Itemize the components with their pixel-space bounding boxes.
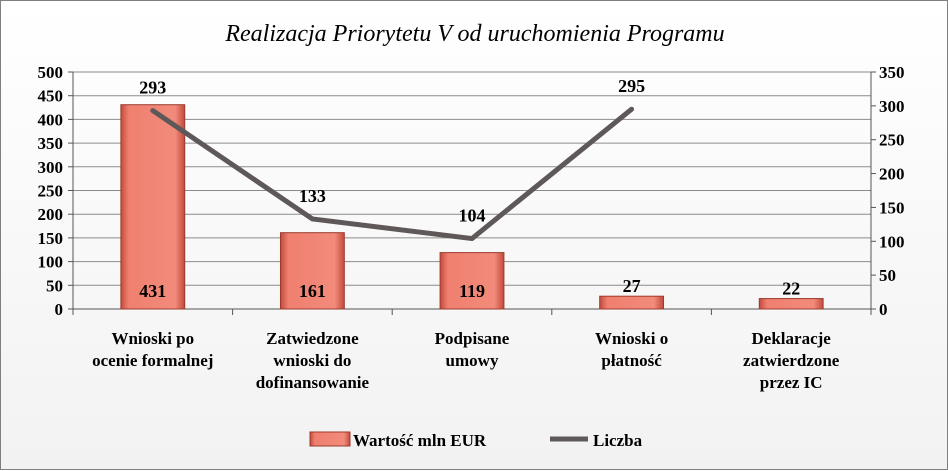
line-point xyxy=(629,107,634,112)
right-tick-label: 200 xyxy=(879,165,905,184)
category-label-line: Wnioski po xyxy=(111,329,194,348)
category-label-line: Deklaracje xyxy=(752,329,832,348)
left-tick-label: 50 xyxy=(46,276,63,295)
line-point xyxy=(310,216,315,221)
left-tick-label: 200 xyxy=(38,205,64,224)
bar-value-label: 27 xyxy=(623,276,641,296)
data-labels: 431 161 119 27 22 293 133 104 295 xyxy=(139,76,800,301)
left-tick-label: 0 xyxy=(55,300,64,319)
legend-swatch-bar xyxy=(309,431,351,447)
category-label-line: przez IC xyxy=(760,373,823,392)
left-tick-label: 150 xyxy=(38,229,64,248)
bar xyxy=(279,232,345,310)
axes: 0 50 100 150 200 250 300 350 400 450 500 0 50 100 150 2… xyxy=(38,63,905,319)
right-tick-label: 350 xyxy=(879,63,905,82)
category-label-line: Podpisane xyxy=(435,329,510,348)
left-tick-label: 300 xyxy=(38,158,64,177)
chart-title: Realizacja Priorytetu V od uruchomienia … xyxy=(224,21,724,47)
line-value-label: 133 xyxy=(299,186,326,206)
bar xyxy=(120,104,186,310)
bar xyxy=(599,295,665,310)
right-tick-label: 300 xyxy=(879,97,905,116)
category-label-line: płatność xyxy=(601,351,662,370)
left-tick-label: 350 xyxy=(38,134,64,153)
bar xyxy=(758,298,824,310)
right-tick-label: 50 xyxy=(879,266,896,285)
category-label: Wnioski o płatność xyxy=(595,329,668,370)
bar-series xyxy=(120,104,824,310)
category-label-line: dofinansowanie xyxy=(256,373,370,392)
line-value-label: 295 xyxy=(618,76,645,96)
category-label-line: umowy xyxy=(446,351,499,370)
category-label: Deklaracje zatwierdzone przez IC xyxy=(743,329,840,392)
grid xyxy=(73,71,871,286)
left-tick-label: 500 xyxy=(38,63,64,82)
category-label: Podpisane umowy xyxy=(435,329,510,370)
line-point xyxy=(150,108,155,113)
category-label: Wnioski po ocenie formalnej xyxy=(92,329,213,370)
bar-value-label: 431 xyxy=(139,281,166,301)
left-tick-label: 450 xyxy=(38,87,64,106)
legend-label-bar: Wartość mln EUR xyxy=(353,431,487,450)
category-label: Zatwiedzone wnioski do dofinansowanie xyxy=(256,329,370,392)
bar-value-label: 119 xyxy=(459,281,485,301)
category-label-line: ocenie formalnej xyxy=(92,351,213,370)
right-tick-label: 0 xyxy=(879,300,888,319)
category-label-line: wnioski do xyxy=(273,351,351,370)
legend-label-line: Liczba xyxy=(593,431,643,450)
line-value-label: 104 xyxy=(459,206,486,226)
legend: Wartość mln EUR Liczba xyxy=(309,431,643,450)
left-tick-label: 400 xyxy=(38,110,64,129)
left-tick-label: 100 xyxy=(38,253,64,272)
right-tick-label: 100 xyxy=(879,232,905,251)
right-tick-label: 150 xyxy=(879,198,905,217)
line-series xyxy=(150,106,635,242)
category-label-line: Wnioski o xyxy=(595,329,668,348)
line-point xyxy=(470,236,474,241)
bar-value-label: 161 xyxy=(299,281,326,301)
left-tick-label: 250 xyxy=(38,182,64,201)
bar-value-label: 22 xyxy=(782,279,800,299)
series-line-liczba xyxy=(150,106,635,242)
bar xyxy=(439,252,505,310)
category-labels: Wnioski po ocenie formalnej Zatwiedzone wni… xyxy=(92,329,840,392)
category-label-line: zatwierdzone xyxy=(743,351,840,370)
category-label-line: Zatwiedzone xyxy=(266,329,359,348)
right-tick-label: 250 xyxy=(879,131,905,150)
line-value-label: 293 xyxy=(139,78,166,98)
